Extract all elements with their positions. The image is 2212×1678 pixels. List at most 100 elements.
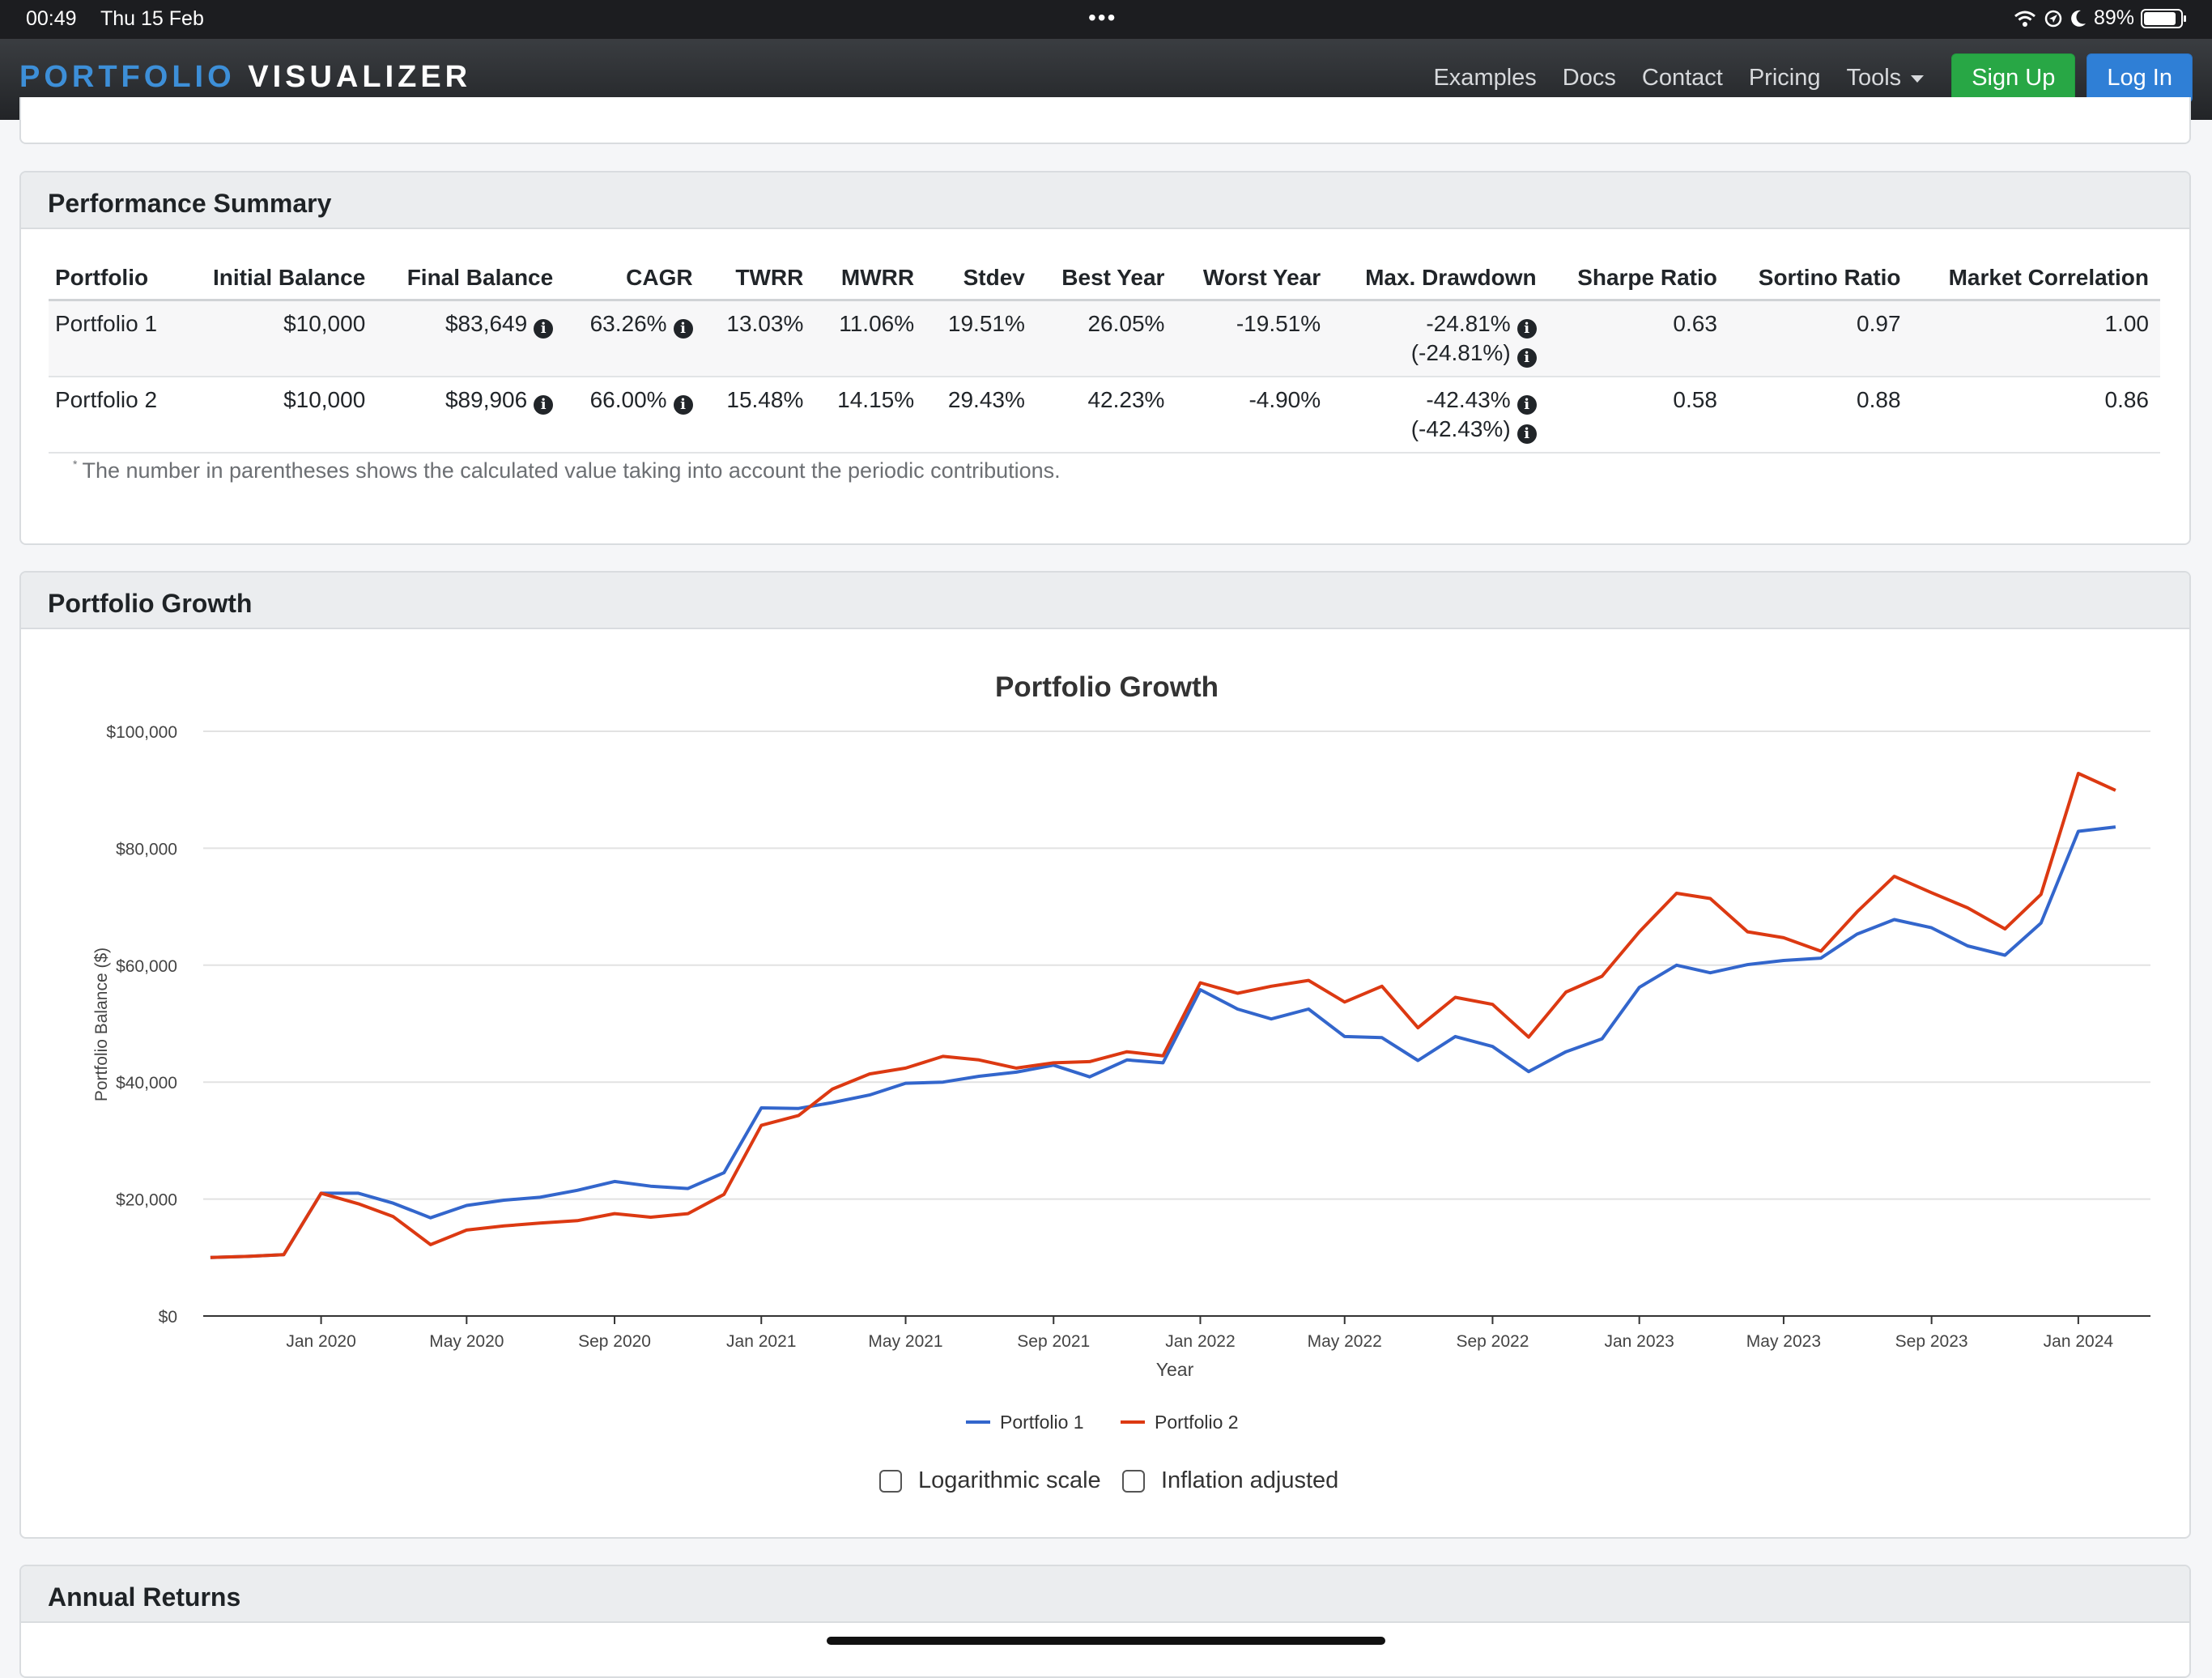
nav-dropdown-tools[interactable]: Tools: [1846, 65, 1925, 92]
location-icon: [2044, 10, 2062, 27]
cell-market-correlation: 0.86: [1912, 377, 2160, 454]
x-tick-label: Jan 2022: [1165, 1332, 1235, 1351]
y-tick-label: $60,000: [116, 957, 177, 976]
cell-mwrr: 11.06%: [815, 300, 926, 377]
cell-twrr: 13.03%: [704, 300, 815, 377]
cell-final-balance: $89,906 i: [376, 377, 565, 454]
col-final-balance[interactable]: Final Balance: [376, 253, 565, 301]
info-icon[interactable]: i: [1516, 395, 1537, 415]
cell-sharpe-ratio: 0.63: [1547, 300, 1729, 377]
status-date: Thu 15 Feb: [100, 7, 204, 30]
legend-label: Portfolio 1: [1000, 1412, 1084, 1433]
cell-initial-balance: $10,000: [181, 377, 377, 454]
col-cagr[interactable]: CAGR: [564, 253, 704, 301]
log-scale-option[interactable]: Logarithmic scale: [879, 1467, 1101, 1494]
col-twrr[interactable]: TWRR: [704, 253, 815, 301]
x-tick-label: May 2023: [1746, 1332, 1821, 1351]
max-drawdown-line: -42.43% i: [1343, 385, 1537, 415]
y-tick-label: $100,000: [106, 723, 177, 742]
max-drawdown-adjusted-value: (-42.43%): [1410, 416, 1511, 441]
chart-title: Portfolio Growth: [994, 671, 1219, 703]
col-market-correlation[interactable]: Market Correlation: [1912, 253, 2160, 301]
previous-panel: [19, 97, 2191, 144]
x-tick-label: Jan 2024: [2044, 1332, 2114, 1351]
home-indicator[interactable]: [827, 1637, 1385, 1645]
info-icon[interactable]: i: [1516, 424, 1537, 444]
brand-logo[interactable]: PORTFOLIO VISUALIZER: [19, 60, 471, 95]
cell-best-year: 42.23%: [1036, 377, 1176, 454]
cell-max-drawdown: -24.81% i (-24.81%) i: [1332, 300, 1548, 377]
panel-header: Annual Returns: [21, 1566, 2189, 1623]
cell-sortino-ratio: 0.97: [1728, 300, 1912, 377]
col-mwrr[interactable]: MWRR: [815, 253, 926, 301]
info-icon[interactable]: i: [534, 319, 554, 339]
panel-title: Annual Returns: [48, 1582, 241, 1612]
cell-twrr: 15.48%: [704, 377, 815, 454]
cell-initial-balance: $10,000: [181, 300, 377, 377]
table-row: Portfolio 2 $10,000 $89,906 i 66.00% i 15.…: [49, 377, 2160, 454]
sign-up-button[interactable]: Sign Up: [1951, 53, 2076, 103]
col-sharpe-ratio[interactable]: Sharpe Ratio: [1547, 253, 1729, 301]
inflation-adjusted-checkbox[interactable]: [1122, 1469, 1145, 1493]
cell-sharpe-ratio: 0.58: [1547, 377, 1729, 454]
col-initial-balance[interactable]: Initial Balance: [181, 253, 377, 301]
x-tick-label: May 2022: [1308, 1332, 1382, 1351]
cell-stdev: 29.43%: [925, 377, 1036, 454]
wifi-icon: [2014, 11, 2035, 27]
x-tick-label: Sep 2023: [1895, 1332, 1968, 1351]
x-tick-label: May 2021: [868, 1332, 942, 1351]
x-axis-title: Year: [1156, 1359, 1194, 1380]
x-tick-label: May 2020: [429, 1332, 504, 1351]
nav-link-docs[interactable]: Docs: [1562, 65, 1616, 91]
brand-part1: PORTFOLIO: [19, 60, 236, 94]
brand-part2: VISUALIZER: [248, 60, 472, 94]
col-best-year[interactable]: Best Year: [1036, 253, 1176, 301]
cagr-value: 63.26%: [589, 311, 667, 336]
final-balance-value: $89,906: [445, 387, 528, 412]
log-scale-checkbox[interactable]: [879, 1469, 902, 1493]
x-tick-label: Sep 2022: [1456, 1332, 1529, 1351]
cell-stdev: 19.51%: [925, 300, 1036, 377]
col-max-drawdown[interactable]: Max. Drawdown: [1332, 253, 1548, 301]
inflation-adjusted-label[interactable]: Inflation adjusted: [1161, 1467, 1339, 1493]
inflation-adjusted-option[interactable]: Inflation adjusted: [1122, 1467, 1338, 1494]
cagr-value: 66.00%: [589, 387, 667, 412]
moon-icon: [2071, 10, 2086, 27]
multitasking-dots-icon[interactable]: •••: [1088, 5, 1117, 30]
nav-link-contact[interactable]: Contact: [1641, 65, 1723, 91]
x-tick-label: Sep 2020: [578, 1332, 651, 1351]
portfolio-growth-chart: $0 $20,000 $40,000 $60,000 $80,000 $100,000 Ja…: [92, 723, 2150, 1433]
col-portfolio[interactable]: Portfolio: [49, 253, 182, 301]
panel-title: Portfolio Growth: [48, 589, 253, 618]
max-drawdown-line: -24.81% i: [1343, 309, 1537, 339]
x-tick-label: Jan 2021: [726, 1332, 796, 1351]
cell-max-drawdown: -42.43% i (-42.43%) i: [1332, 377, 1548, 454]
cell-best-year: 26.05%: [1036, 300, 1176, 377]
cell-portfolio[interactable]: Portfolio 1: [49, 300, 182, 377]
col-sortino-ratio[interactable]: Sortino Ratio: [1728, 253, 1912, 301]
cell-portfolio[interactable]: Portfolio 2: [49, 377, 182, 454]
info-icon[interactable]: i: [1516, 348, 1537, 368]
nav-link-pricing[interactable]: Pricing: [1748, 65, 1821, 91]
caret-down-icon: [1911, 75, 1925, 83]
series-line-1: [210, 825, 2116, 1259]
info-icon[interactable]: i: [673, 319, 693, 339]
footnote-text: The number in parentheses shows the calc…: [82, 458, 1061, 483]
info-icon[interactable]: i: [534, 395, 554, 415]
max-drawdown-value: -24.81%: [1426, 311, 1511, 336]
info-icon[interactable]: i: [673, 395, 693, 415]
log-scale-label[interactable]: Logarithmic scale: [918, 1467, 1101, 1493]
log-in-button[interactable]: Log In: [2087, 53, 2193, 103]
col-worst-year[interactable]: Worst Year: [1176, 253, 1333, 301]
info-icon[interactable]: i: [1516, 319, 1537, 339]
col-stdev[interactable]: Stdev: [925, 253, 1036, 301]
y-tick-label: $40,000: [116, 1074, 177, 1092]
performance-table: Portfolio Initial Balance Final Balance …: [49, 253, 2160, 454]
max-drawdown-adjusted-value: (-24.81%): [1410, 340, 1511, 365]
annual-returns-panel: Annual Returns: [19, 1565, 2191, 1678]
nav-link-examples[interactable]: Examples: [1433, 65, 1537, 91]
cell-worst-year: -4.90%: [1176, 377, 1333, 454]
table-header-row: Portfolio Initial Balance Final Balance …: [49, 253, 2160, 301]
cell-market-correlation: 1.00: [1912, 300, 2160, 377]
x-tick-label: Jan 2020: [286, 1332, 355, 1351]
